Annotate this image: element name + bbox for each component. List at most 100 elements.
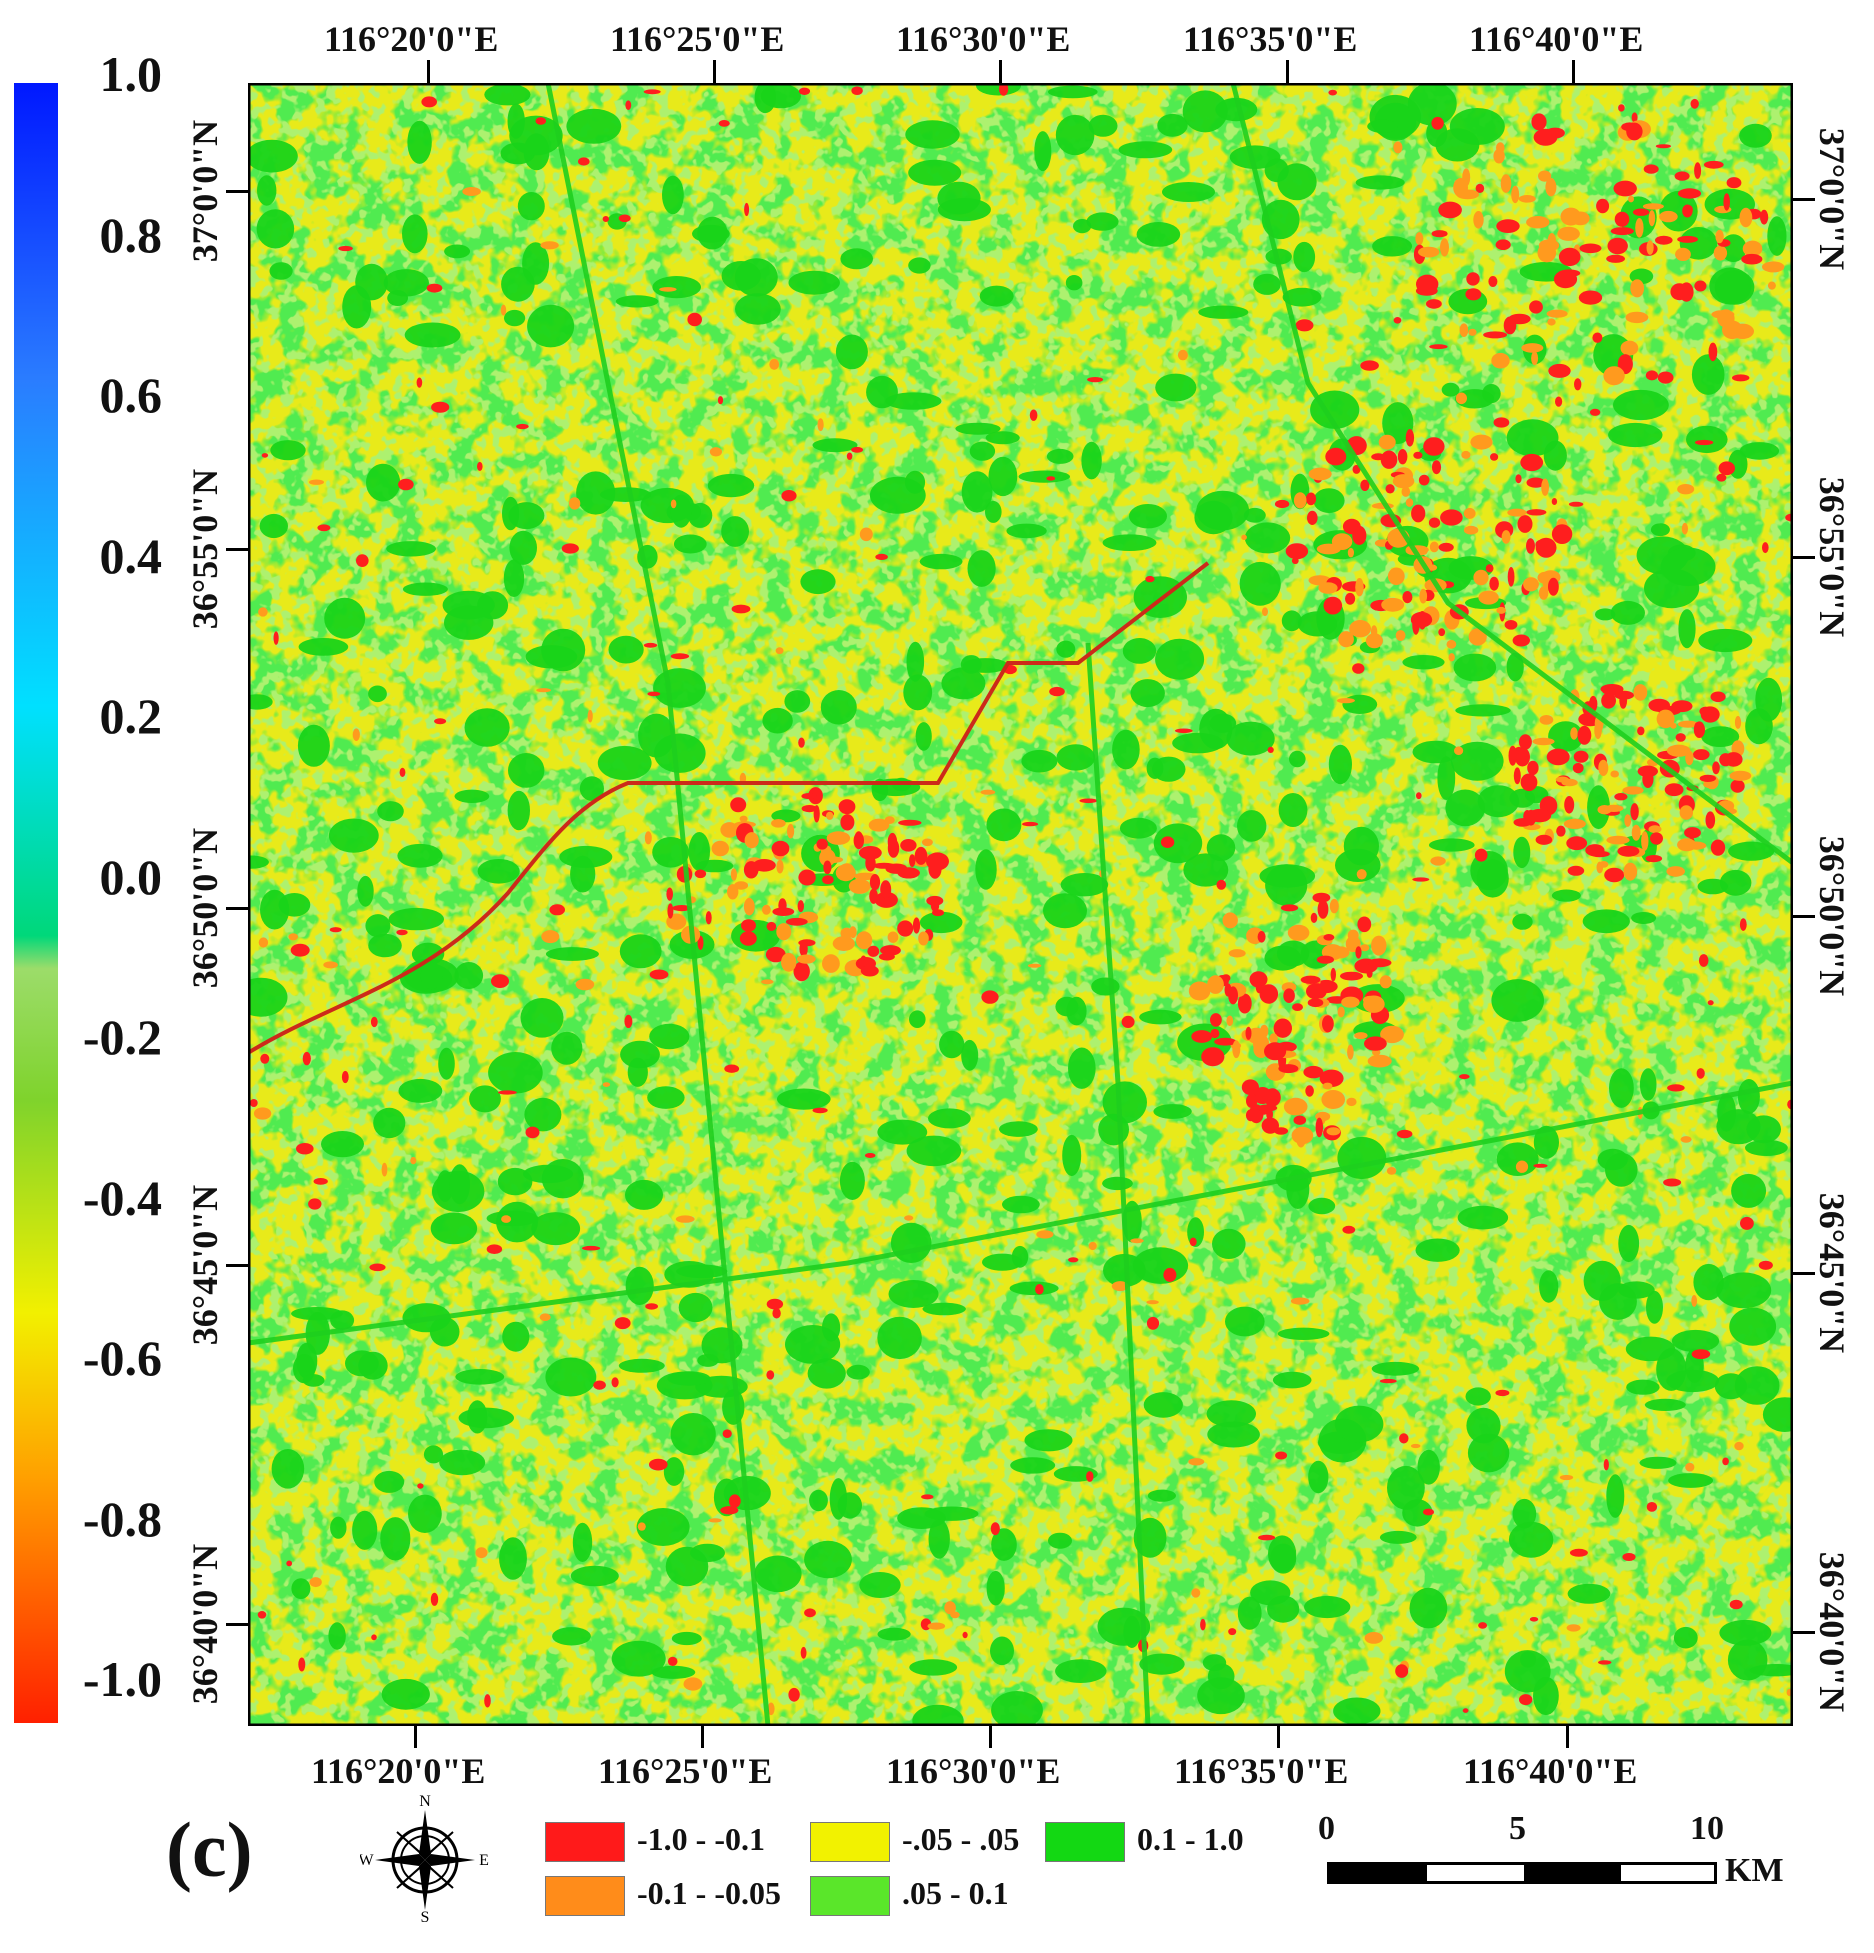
colorbar-label: -0.8 (82, 1490, 162, 1547)
red-spot (708, 1518, 722, 1523)
green-patch (1714, 1373, 1747, 1400)
hotspot-patch (734, 881, 749, 890)
hotspot-patch (823, 860, 832, 875)
red-spot (288, 933, 298, 941)
hotspot-patch (739, 931, 757, 946)
green-patch (627, 1057, 648, 1087)
right-latitude-label: 36°40'0"N (1812, 1551, 1852, 1713)
green-patch (837, 1492, 862, 1519)
red-spot (683, 1677, 703, 1691)
red-spot (1722, 1457, 1729, 1466)
red-spot (1519, 1694, 1533, 1706)
green-patch (784, 690, 811, 713)
hotspot-patch (1713, 245, 1728, 261)
red-spot (1716, 473, 1727, 482)
hotspot-patch (1428, 517, 1441, 528)
hotspot-patch (1188, 981, 1211, 1001)
hotspot-patch (1318, 582, 1338, 594)
top-tick (1286, 60, 1289, 83)
hotspot-patch (1316, 543, 1341, 555)
red-spot (1574, 378, 1582, 391)
green-patch (508, 753, 545, 788)
red-spot (776, 859, 784, 874)
hotspot-patch (1380, 450, 1398, 469)
left-latitude-label: 37°0'0"N (185, 119, 225, 263)
hotspot-patch (1694, 722, 1701, 732)
red-spot (302, 1051, 311, 1066)
green-patch (572, 1522, 593, 1562)
green-patch (1437, 756, 1456, 800)
green-patch (667, 1371, 711, 1386)
red-spot (1696, 1068, 1705, 1079)
green-patch (496, 1201, 538, 1243)
green-patch (1491, 979, 1544, 1022)
bottom-tick (1277, 1726, 1280, 1748)
green-patch (383, 269, 429, 297)
hotspot-patch (1466, 272, 1480, 286)
hotspot-patch (880, 945, 901, 956)
green-patch (890, 1222, 932, 1263)
red-spot (1691, 1349, 1711, 1359)
hotspot-patch (796, 954, 816, 964)
hotspot-patch (1491, 352, 1510, 369)
red-spot (769, 358, 780, 370)
green-patch (1206, 1400, 1256, 1428)
hotspot-patch (697, 935, 704, 950)
hotspot-patch (667, 903, 674, 919)
red-spot (396, 929, 408, 936)
red-spot (1474, 848, 1488, 862)
green-patch (662, 175, 684, 215)
hotspot-patch (1411, 504, 1426, 523)
green-patch (1739, 123, 1772, 148)
red-spot (296, 1143, 314, 1155)
red-spot (484, 1694, 491, 1708)
red-spot (670, 653, 690, 660)
red-spot (462, 187, 481, 196)
red-spot (1393, 141, 1403, 154)
hotspot-patch (1722, 320, 1743, 340)
hotspot-patch (1367, 958, 1392, 968)
hotspot-patch (1381, 597, 1405, 612)
green-patch (1293, 241, 1316, 273)
green-patch (488, 1052, 543, 1094)
red-spot (1495, 1389, 1510, 1397)
colorbar-label: 0.2 (99, 688, 163, 744)
red-spot (352, 728, 360, 741)
red-spot (781, 490, 797, 502)
red-spot (593, 1380, 606, 1390)
red-spot (1533, 1163, 1548, 1168)
hotspot-patch (1259, 984, 1279, 1004)
green-patch (1402, 655, 1445, 670)
hotspot-patch (1539, 715, 1554, 725)
hotspot-patch (878, 953, 895, 961)
hotspot-patch (1619, 692, 1628, 709)
hotspot-patch (785, 917, 808, 926)
green-patch (1595, 608, 1616, 621)
red-spot (260, 1053, 270, 1064)
hotspot-patch (1191, 1030, 1213, 1043)
hotspot-patch (1440, 509, 1463, 526)
hotspot-patch (1603, 366, 1625, 386)
green-patch (647, 1086, 685, 1109)
hotspot-patch (840, 814, 855, 831)
green-patch (1009, 1281, 1059, 1296)
red-spot (1416, 792, 1422, 800)
green-patch (1243, 507, 1266, 523)
hotspot-patch (1354, 1032, 1368, 1040)
hotspot-patch (801, 805, 817, 813)
red-spot (804, 1608, 816, 1618)
hotspot-patch (1694, 280, 1707, 292)
green-patch (1587, 785, 1610, 830)
green-patch (1513, 836, 1531, 869)
green-patch (1086, 212, 1119, 231)
green-patch (570, 1565, 619, 1587)
hotspot-patch (1548, 577, 1559, 596)
hotspot-patch (1364, 1036, 1387, 1051)
hotspot-patch (1573, 750, 1589, 763)
red-spot (1762, 542, 1769, 554)
green-patch (1582, 909, 1630, 934)
green-patch (248, 855, 269, 869)
green-patch (504, 309, 526, 327)
hotspot-patch (1710, 839, 1726, 856)
hotspot-patch (1468, 628, 1487, 646)
